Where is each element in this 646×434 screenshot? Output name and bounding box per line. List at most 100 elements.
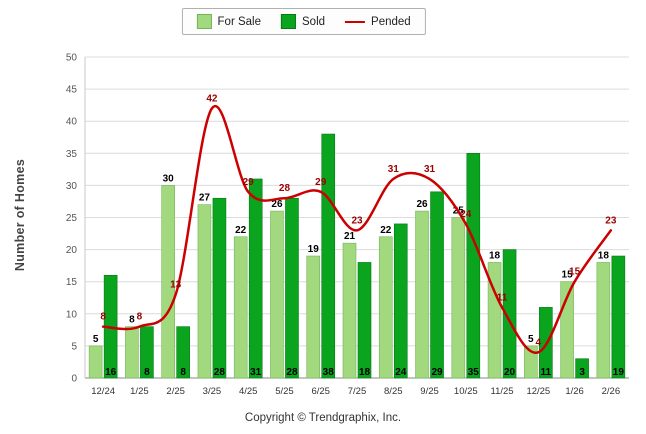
y-tick-label: 5 bbox=[71, 341, 77, 352]
legend-item-pended: Pended bbox=[345, 16, 411, 28]
x-tick-label: 4/25 bbox=[239, 386, 258, 397]
y-tick-label: 50 bbox=[66, 53, 78, 64]
sold-value-label: 8 bbox=[180, 367, 186, 378]
for-sale-value-label: 18 bbox=[598, 250, 610, 261]
for-sale-bar bbox=[596, 262, 611, 379]
sold-value-label: 20 bbox=[504, 367, 516, 378]
for-sale-bar bbox=[161, 185, 175, 379]
for-sale-bar bbox=[487, 262, 502, 379]
y-tick-label: 40 bbox=[66, 117, 78, 128]
for-sale-value-label: 18 bbox=[489, 250, 501, 261]
legend-label-pended: Pended bbox=[371, 15, 411, 28]
sold-bar bbox=[140, 326, 154, 379]
sold-value-label: 35 bbox=[468, 367, 480, 378]
for-sale-value-label: 19 bbox=[308, 244, 320, 255]
x-tick-label: 5/25 bbox=[275, 386, 294, 397]
x-tick-label: 6/25 bbox=[311, 386, 330, 397]
pended-value-label: 31 bbox=[424, 164, 436, 175]
pended-value-label: 23 bbox=[351, 215, 363, 226]
pended-value-label: 13 bbox=[170, 280, 182, 291]
chart-legend: For Sale Sold Pended bbox=[181, 8, 426, 35]
for-sale-bar bbox=[415, 210, 429, 379]
pended-value-label: 8 bbox=[137, 312, 143, 323]
y-tick-label: 0 bbox=[71, 374, 77, 385]
sold-value-label: 28 bbox=[286, 367, 298, 378]
for-sale-value-label: 30 bbox=[163, 173, 175, 184]
pended-value-label: 29 bbox=[243, 177, 255, 188]
for-sale-bar bbox=[125, 326, 139, 379]
sold-bar bbox=[212, 197, 227, 379]
pended-value-label: 15 bbox=[569, 267, 581, 278]
legend-label-sold: Sold bbox=[302, 15, 326, 28]
for-sale-value-label: 26 bbox=[271, 199, 283, 210]
sold-value-label: 3 bbox=[579, 367, 585, 378]
pended-value-label: 42 bbox=[206, 93, 218, 104]
for-sale-value-label: 5 bbox=[93, 334, 99, 345]
sold-bar bbox=[466, 153, 481, 379]
sold-value-label: 16 bbox=[105, 367, 117, 378]
legend-label-for-sale: For Sale bbox=[217, 15, 261, 28]
y-tick-label: 35 bbox=[66, 149, 78, 160]
y-tick-label: 30 bbox=[66, 181, 78, 192]
sold-value-label: 19 bbox=[613, 367, 625, 378]
sold-swatch-icon bbox=[281, 14, 296, 29]
for-sale-value-label: 26 bbox=[416, 199, 428, 210]
pended-value-label: 8 bbox=[100, 312, 106, 323]
for-sale-value-label: 15 bbox=[562, 270, 574, 281]
sold-bar bbox=[357, 262, 372, 379]
copyright-text: Copyright © Trendgraphix, Inc. bbox=[244, 412, 402, 424]
x-tick-label: 7/25 bbox=[348, 386, 367, 397]
y-tick-label: 20 bbox=[66, 245, 78, 256]
pended-value-label: 31 bbox=[388, 164, 400, 175]
sold-value-label: 24 bbox=[395, 367, 407, 378]
x-tick-label: 8/25 bbox=[384, 386, 403, 397]
x-tick-label: 1/26 bbox=[565, 386, 584, 397]
for-sale-bar bbox=[306, 255, 321, 379]
for-sale-value-label: 5 bbox=[528, 334, 534, 345]
sold-bar bbox=[502, 249, 517, 379]
sold-value-label: 18 bbox=[359, 367, 371, 378]
sold-bar bbox=[430, 191, 444, 379]
x-tick-label: 2/25 bbox=[166, 386, 185, 397]
for-sale-bar bbox=[342, 242, 357, 379]
pended-value-label: 24 bbox=[460, 209, 472, 220]
for-sale-value-label: 22 bbox=[235, 225, 247, 236]
for-sale-value-label: 27 bbox=[199, 193, 211, 204]
for-sale-bar bbox=[233, 236, 248, 379]
for-sale-bar bbox=[270, 210, 284, 379]
sold-bar bbox=[285, 197, 299, 379]
x-tick-label: 9/25 bbox=[420, 386, 439, 397]
x-tick-label: 1/25 bbox=[130, 386, 149, 397]
x-tick-label: 12/24 bbox=[91, 386, 115, 397]
pended-line-icon bbox=[345, 20, 366, 23]
sold-value-label: 11 bbox=[541, 367, 552, 378]
pended-value-label: 4 bbox=[536, 337, 542, 348]
pended-value-label: 28 bbox=[279, 183, 291, 194]
sold-value-label: 38 bbox=[323, 367, 335, 378]
sold-bar bbox=[321, 133, 336, 379]
x-tick-label: 2/26 bbox=[602, 386, 621, 397]
y-tick-label: 15 bbox=[66, 277, 78, 288]
pended-value-label: 11 bbox=[497, 292, 508, 303]
sold-bar bbox=[393, 223, 408, 379]
sold-value-label: 8 bbox=[144, 367, 150, 378]
sold-bar bbox=[248, 178, 263, 379]
x-tick-label: 12/25 bbox=[526, 386, 550, 397]
y-tick-label: 10 bbox=[66, 309, 78, 320]
x-tick-label: 10/25 bbox=[454, 386, 478, 397]
pended-value-label: 23 bbox=[605, 215, 617, 226]
x-tick-label: 11/25 bbox=[491, 386, 514, 397]
for-sale-bar bbox=[197, 204, 212, 379]
pended-value-label: 29 bbox=[315, 177, 327, 188]
for-sale-value-label: 8 bbox=[129, 315, 135, 326]
for-sale-swatch-icon bbox=[196, 14, 212, 29]
x-tick-label: 3/25 bbox=[203, 386, 222, 397]
pended-line bbox=[101, 104, 613, 354]
y-tick-label: 25 bbox=[66, 213, 78, 224]
legend-item-for-sale: For Sale bbox=[196, 14, 261, 29]
for-sale-bar bbox=[88, 345, 103, 379]
sold-value-label: 31 bbox=[250, 367, 262, 378]
for-sale-value-label: 21 bbox=[344, 231, 356, 242]
